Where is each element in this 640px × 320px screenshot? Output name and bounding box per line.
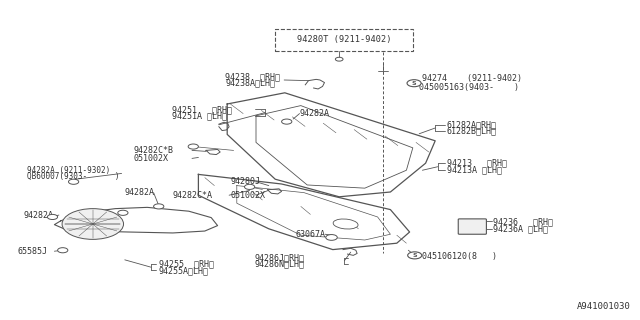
Text: 94280T (9211-9402): 94280T (9211-9402)	[297, 35, 392, 44]
Text: 94280J: 94280J	[230, 177, 260, 186]
Circle shape	[408, 252, 422, 259]
Text: 61282A〈RH〉: 61282A〈RH〉	[447, 120, 497, 129]
Text: 045005163(9403-    ): 045005163(9403- )	[414, 83, 519, 92]
Circle shape	[282, 119, 292, 124]
Text: 94238A〈LH〉: 94238A〈LH〉	[225, 79, 275, 88]
Text: 94238  〈RH〉: 94238 〈RH〉	[225, 72, 280, 81]
Text: QB60007(9303-      ): QB60007(9303- )	[27, 172, 120, 181]
FancyBboxPatch shape	[458, 219, 486, 234]
Text: S: S	[412, 253, 417, 258]
Circle shape	[188, 144, 198, 149]
Text: 65585J: 65585J	[18, 247, 48, 256]
Text: 63067A: 63067A	[296, 230, 326, 239]
Text: 94282C*B: 94282C*B	[133, 146, 173, 155]
Text: 94282C*A: 94282C*A	[173, 191, 212, 200]
Text: 94280T (9211-9402): 94280T (9211-9402)	[297, 35, 392, 44]
Text: 94236A 〈LH〉: 94236A 〈LH〉	[493, 224, 548, 233]
Circle shape	[407, 80, 421, 87]
Ellipse shape	[333, 219, 358, 229]
Circle shape	[326, 235, 337, 240]
Circle shape	[118, 210, 128, 215]
Bar	[275, 29, 413, 51]
Circle shape	[335, 57, 343, 61]
Text: 94274    (9211-9402): 94274 (9211-9402)	[422, 74, 522, 83]
Text: 051002X: 051002X	[230, 191, 266, 200]
Text: S: S	[412, 81, 417, 86]
Circle shape	[244, 184, 255, 189]
Circle shape	[68, 179, 79, 184]
Text: 94255A〈LH〉: 94255A〈LH〉	[159, 266, 209, 275]
Text: 94286N〈LH〉: 94286N〈LH〉	[255, 260, 305, 268]
Text: 94251A 〈LH〉: 94251A 〈LH〉	[172, 111, 227, 120]
Text: 94236   〈RH〉: 94236 〈RH〉	[493, 217, 553, 226]
Circle shape	[47, 214, 58, 220]
Circle shape	[154, 204, 164, 209]
Text: 051002X: 051002X	[133, 154, 168, 163]
Text: 94282A: 94282A	[125, 188, 155, 197]
Text: 045106120(8   ): 045106120(8 )	[417, 252, 497, 260]
Text: 94251   〈RH〉: 94251 〈RH〉	[172, 105, 232, 114]
Text: 61282B〈LH〉: 61282B〈LH〉	[447, 127, 497, 136]
Circle shape	[58, 248, 68, 253]
Text: 94282A: 94282A	[300, 109, 330, 118]
Text: 94213   〈RH〉: 94213 〈RH〉	[447, 159, 507, 168]
Text: 94282A (9211-9302): 94282A (9211-9302)	[27, 166, 110, 175]
Text: A941001030: A941001030	[577, 302, 630, 311]
Text: 94213A 〈LH〉: 94213A 〈LH〉	[447, 166, 502, 175]
Text: 94282A: 94282A	[23, 211, 53, 220]
Text: 94255  〈RH〉: 94255 〈RH〉	[159, 260, 214, 268]
Circle shape	[62, 209, 124, 239]
Text: 94286J〈RH〉: 94286J〈RH〉	[255, 253, 305, 262]
